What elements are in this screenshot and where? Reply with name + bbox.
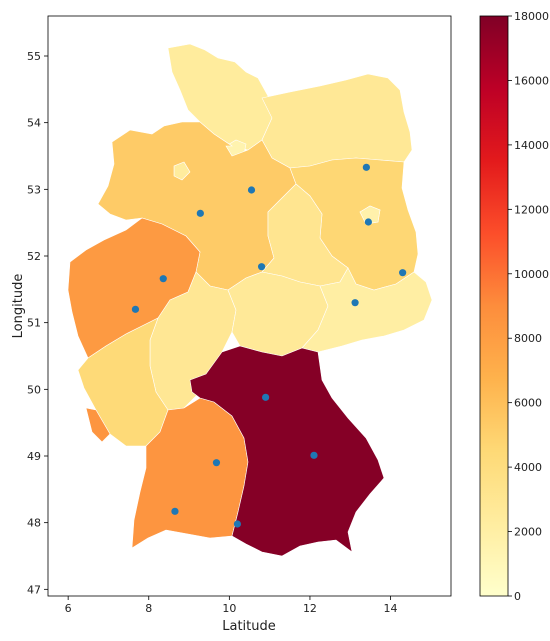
colorbar-tick-label: 6000 (514, 397, 542, 410)
city-point (310, 451, 318, 459)
colorbar-tick-label: 16000 (514, 74, 549, 87)
map-y-axis: 47 48 49 50 51 52 53 54 55 (27, 50, 48, 596)
state-regions (67, 43, 433, 557)
city-point (399, 269, 407, 277)
y-tick-label: 52 (27, 250, 41, 263)
colorbar-tick-label: 18000 (514, 10, 549, 23)
city-point (262, 393, 270, 401)
y-tick-label: 55 (27, 50, 41, 63)
y-tick-label: 54 (27, 117, 41, 130)
x-tick-label: 10 (222, 602, 236, 615)
y-tick-label: 49 (27, 450, 41, 463)
x-tick-label: 12 (303, 602, 317, 615)
region-bavaria (189, 345, 385, 557)
city-point (131, 305, 140, 313)
y-tick-label: 47 (27, 583, 41, 596)
y-axis-label: Longitude (11, 274, 26, 339)
city-point (212, 459, 221, 467)
x-axis-label: Latitude (222, 619, 276, 634)
city-point (196, 209, 204, 217)
colorbar-tick-label: 2000 (514, 526, 542, 539)
y-tick-label: 48 (27, 517, 41, 530)
city-point (257, 263, 266, 271)
city-point (351, 299, 359, 307)
x-tick-label: 8 (145, 602, 152, 615)
colorbar-tick-label: 0 (514, 590, 521, 603)
map-x-axis: 6 8 10 12 14 (65, 596, 398, 615)
y-tick-label: 50 (27, 383, 41, 396)
colorbar (479, 15, 509, 597)
city-points (131, 163, 407, 528)
city-point (171, 507, 179, 515)
city-point (364, 218, 372, 226)
city-point (247, 186, 256, 194)
region-saarland (85, 407, 111, 443)
colorbar-axis: 0 2000 4000 6000 8000 10000 12000 14000 16000 180… (508, 10, 549, 603)
colorbar-tick-label: 8000 (514, 332, 542, 345)
colorbar-tick-label: 14000 (514, 139, 549, 152)
city-point (362, 163, 370, 171)
colorbar-tick-label: 4000 (514, 461, 542, 474)
city-point (159, 275, 167, 283)
city-point (233, 520, 242, 528)
colorbar-tick-label: 10000 (514, 268, 549, 281)
y-tick-label: 53 (27, 183, 41, 196)
x-tick-label: 6 (65, 602, 72, 615)
x-tick-label: 14 (384, 602, 398, 615)
y-tick-label: 51 (27, 317, 41, 330)
colorbar-tick-label: 12000 (514, 203, 549, 216)
